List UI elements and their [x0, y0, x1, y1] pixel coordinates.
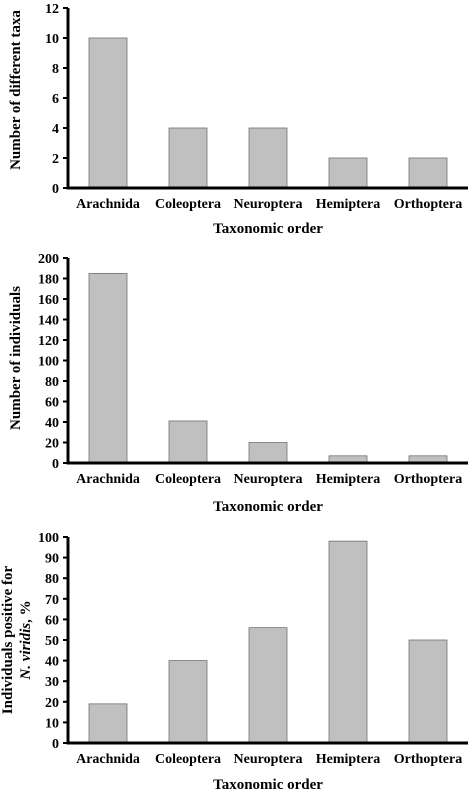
y-axis-label: Number of different taxa: [8, 10, 24, 170]
bar-coleoptera: [168, 420, 208, 464]
x-tick-label: Arachnida: [76, 752, 140, 767]
y-tick-label: 0: [52, 182, 59, 197]
chart-panel-2: 0 20 40 60 80 100 120 140 160 180 200 Arachnida Cole…: [8, 252, 468, 515]
bar-coleoptera: [168, 127, 208, 189]
y-tick-label: 80: [45, 375, 59, 390]
y-tick-label: 0: [52, 457, 59, 472]
x-tick-label: Hemiptera: [316, 752, 381, 767]
y-axis-label-line1: Individuals positive for: [0, 565, 16, 714]
y-tick-label: 60: [45, 613, 59, 628]
y-axis-label: Number of individuals: [8, 286, 24, 430]
y-tick-label: 10: [45, 32, 59, 47]
y-tick-label: 0: [52, 737, 59, 752]
bar-coleoptera: [168, 660, 208, 744]
y-tick-label: 10: [45, 716, 59, 731]
x-axis-label: Taxonomic order: [213, 777, 323, 793]
y-tick-label: 90: [45, 552, 59, 567]
y-tick-label: 60: [45, 396, 59, 411]
y-tick-label: 140: [38, 314, 59, 329]
bar-neuroptera: [248, 442, 288, 464]
bar-hemiptera: [328, 157, 368, 189]
x-tick-label: Arachnida: [76, 197, 140, 212]
bar-neuroptera: [248, 127, 288, 189]
bar-arachnida: [88, 703, 128, 744]
x-tick-label: Hemiptera: [316, 197, 381, 212]
y-axis-label-unit: , %: [18, 600, 34, 623]
y-tick-label: 120: [38, 334, 59, 349]
y-tick-label: 160: [38, 293, 59, 308]
bar-arachnida: [88, 37, 128, 189]
y-tick-label: 180: [38, 273, 59, 288]
y-tick-label: 8: [52, 62, 59, 77]
y-tick-label: 6: [52, 92, 59, 107]
bar-orthoptera: [408, 639, 448, 744]
x-tick-label: Orthoptera: [394, 752, 462, 767]
y-tick-label: 80: [45, 572, 59, 587]
y-tick-label: 12: [45, 2, 59, 17]
x-tick-label: Coleoptera: [155, 472, 221, 487]
y-axis-label: Individuals positive for N. viridis, %: [0, 565, 34, 714]
y-tick-label: 200: [38, 252, 59, 267]
chart-panel-1: 0 2 4 6 8 10 12 Arachnida Coleoptera Neuroptera He…: [8, 2, 468, 237]
chart-panel-3: 0 10 20 30 40 50 60 70 80 90 100 Arachnida Coleopter…: [0, 531, 468, 793]
y-tick-label: 20: [45, 696, 59, 711]
y-axis-label-species: N. viridis: [18, 623, 34, 681]
x-tick-label: Orthoptera: [394, 197, 462, 212]
y-tick-label: 2: [52, 152, 59, 167]
x-tick-label: Orthoptera: [394, 472, 462, 487]
bar-hemiptera: [328, 540, 368, 744]
x-axis-label: Taxonomic order: [213, 499, 323, 515]
y-tick-label: 100: [38, 531, 59, 546]
x-tick-label: Neuroptera: [234, 197, 303, 212]
bar-orthoptera: [408, 157, 448, 189]
y-tick-label: 30: [45, 675, 59, 690]
x-axis-label: Taxonomic order: [213, 221, 323, 237]
x-tick-label: Coleoptera: [155, 752, 221, 767]
x-tick-label: Neuroptera: [234, 752, 303, 767]
y-tick-label: 40: [45, 655, 59, 670]
x-tick-label: Hemiptera: [316, 472, 381, 487]
y-tick-label: 50: [45, 634, 59, 649]
bar-arachnida: [88, 272, 128, 464]
y-tick-label: 20: [45, 437, 59, 452]
y-tick-label: 100: [38, 355, 59, 370]
x-tick-label: Arachnida: [76, 472, 140, 487]
x-tick-label: Neuroptera: [234, 472, 303, 487]
y-tick-label: 70: [45, 593, 59, 608]
bar-neuroptera: [248, 627, 288, 744]
x-tick-label: Coleoptera: [155, 197, 221, 212]
y-tick-label: 40: [45, 416, 59, 431]
y-tick-label: 4: [52, 122, 59, 137]
